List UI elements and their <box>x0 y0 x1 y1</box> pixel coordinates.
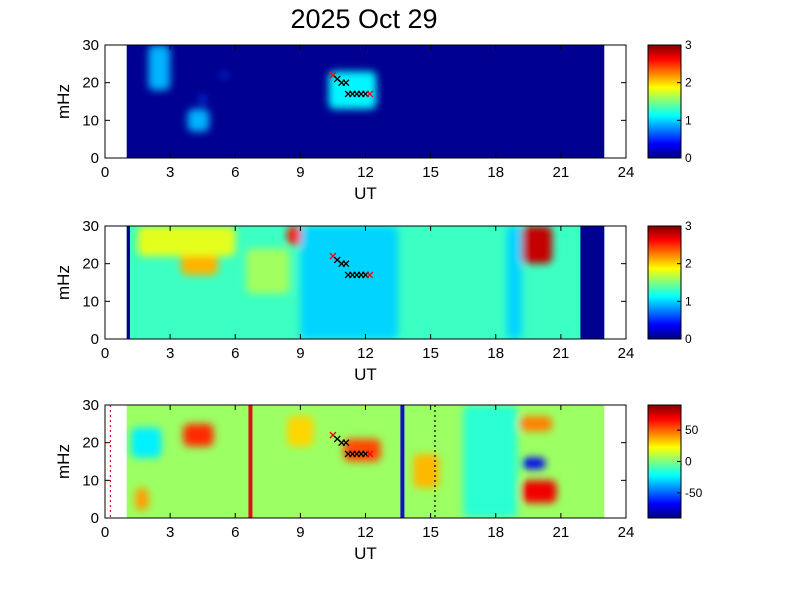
spectral-feature <box>148 45 171 91</box>
frequency-marker <box>342 439 350 447</box>
spectral-feature <box>246 248 290 294</box>
colorbar-tick-label: 3 <box>685 38 692 52</box>
spectral-feature <box>521 226 553 264</box>
y-tick-label: 0 <box>91 510 99 527</box>
colorbar <box>647 225 682 340</box>
x-axis-label: UT <box>354 365 377 384</box>
x-tick-label: 3 <box>166 524 174 541</box>
colorbar <box>647 404 682 519</box>
frequency-marker <box>342 260 350 268</box>
spectral-feature <box>521 480 557 503</box>
x-tick-label: 15 <box>422 345 439 362</box>
x-tick-label: 9 <box>296 164 304 181</box>
x-tick-label: 18 <box>487 524 504 541</box>
spectral-feature <box>519 416 553 432</box>
colorbar-tick-label: 2 <box>685 76 692 90</box>
x-tick-label: 9 <box>296 524 304 541</box>
x-tick-label: 12 <box>357 524 374 541</box>
spectral-feature <box>183 423 214 447</box>
y-tick-label: 20 <box>82 435 99 452</box>
x-tick-label: 0 <box>101 345 109 362</box>
x-tick-label: 3 <box>166 164 174 181</box>
y-tick-label: 10 <box>82 472 99 489</box>
y-tick-label: 20 <box>82 75 99 92</box>
x-tick-label: 15 <box>422 164 439 181</box>
x-axis-label: UT <box>354 184 377 203</box>
spectral-feature <box>463 405 518 518</box>
x-tick-label: 6 <box>231 345 239 362</box>
y-tick-label: 20 <box>82 256 99 273</box>
panel-3: 0 3 6 9 12 15 18 21 24 0 10 20 30 UT mHz 50 0 -50 <box>54 397 703 563</box>
x-tick-label: 18 <box>487 164 504 181</box>
x-tick-label: 24 <box>618 164 635 181</box>
colorbar-tick-label: 0 <box>685 332 692 346</box>
spectral-feature <box>521 457 546 470</box>
x-tick-label: 24 <box>618 524 635 541</box>
figure-title: 2025 Oct 29 <box>290 4 437 34</box>
spectral-feature <box>222 71 227 79</box>
x-tick-label: 21 <box>553 164 570 181</box>
x-tick-label: 12 <box>357 345 374 362</box>
colorbar-tick-label: -50 <box>685 486 703 500</box>
x-tick-label: 9 <box>296 345 304 362</box>
frequency-marker <box>342 79 350 87</box>
x-tick-label: 21 <box>553 524 570 541</box>
y-tick-label: 30 <box>82 37 99 54</box>
x-tick-label: 0 <box>101 524 109 541</box>
y-tick-label: 0 <box>91 150 99 167</box>
y-tick-label: 30 <box>82 218 99 235</box>
spectral-feature <box>200 93 205 106</box>
x-tick-label: 21 <box>553 345 570 362</box>
frequency-marker <box>366 90 374 98</box>
spectral-feature <box>187 109 210 132</box>
x-tick-label: 6 <box>231 524 239 541</box>
colorbar <box>647 44 682 159</box>
x-tick-label: 15 <box>422 524 439 541</box>
y-axis-label: mHz <box>54 444 73 479</box>
x-tick-label: 24 <box>618 345 635 362</box>
colorbar-tick-label: 3 <box>685 219 692 233</box>
colorbar-tick-label: 0 <box>685 151 692 165</box>
spectral-feature <box>287 416 314 447</box>
spectral-feature <box>137 226 236 257</box>
frequency-marker <box>366 271 374 279</box>
colorbar-tick-label: 50 <box>685 423 699 437</box>
spectral-feature <box>343 438 381 462</box>
edge-band <box>126 226 130 339</box>
spectral-feature <box>287 226 303 245</box>
colorbar-tick-label: 2 <box>685 257 692 271</box>
spectral-feature <box>135 487 149 511</box>
spectral-feature <box>131 427 162 458</box>
colorbar-tick-label: 1 <box>685 294 692 308</box>
spectral-feature <box>413 453 440 488</box>
frequency-marker <box>366 450 374 458</box>
spectral-feature <box>300 226 399 339</box>
y-tick-label: 30 <box>82 397 99 414</box>
spectral-feature <box>506 226 522 339</box>
edge-band <box>580 226 605 339</box>
y-tick-label: 10 <box>82 293 99 310</box>
y-tick-label: 10 <box>82 112 99 129</box>
y-axis-label: mHz <box>54 265 73 300</box>
x-tick-label: 0 <box>101 164 109 181</box>
x-tick-label: 3 <box>166 345 174 362</box>
x-axis-label: UT <box>354 544 377 563</box>
colorbar-tick-label: 1 <box>685 113 692 127</box>
y-axis-label: mHz <box>54 84 73 119</box>
y-tick-label: 0 <box>91 331 99 348</box>
x-tick-label: 18 <box>487 345 504 362</box>
x-tick-label: 6 <box>231 164 239 181</box>
x-tick-label: 12 <box>357 164 374 181</box>
colorbar-tick-label: 0 <box>685 455 692 469</box>
